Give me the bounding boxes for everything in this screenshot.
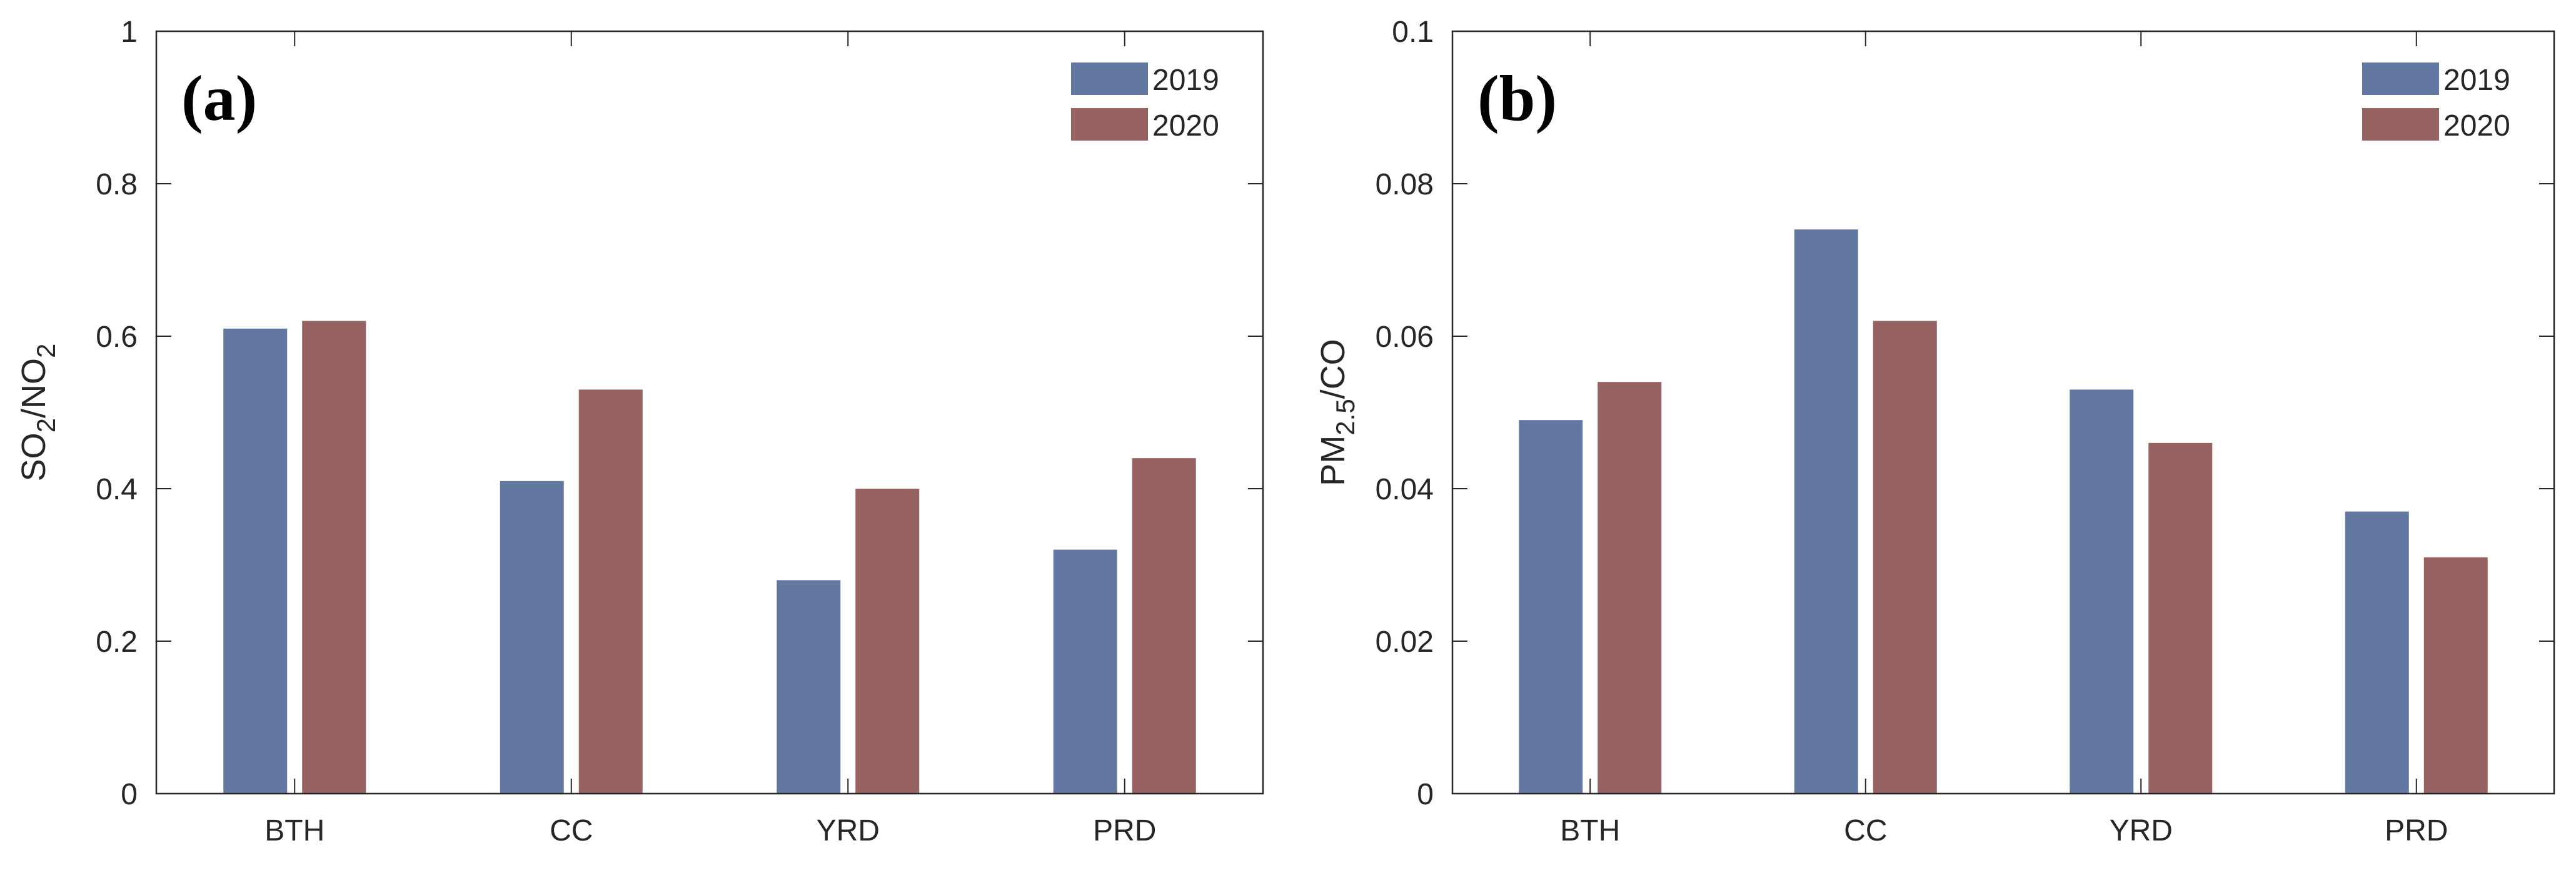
y-axis-label-main: SO	[15, 432, 53, 481]
legend-label-2019: 2019	[1152, 64, 1219, 97]
x-tick-label: YRD	[2110, 814, 2173, 847]
y-tick-label: 0.2	[96, 626, 138, 659]
bar-yrd-2019	[777, 580, 841, 794]
y-axis-label-subscript: 2	[31, 418, 61, 432]
bar-cc-2020	[578, 389, 643, 794]
bar-prd-2020	[2423, 557, 2488, 794]
y-tick-label: 0.8	[96, 168, 138, 201]
legend-swatch-2020	[2362, 108, 2439, 141]
axes-frame	[1451, 30, 2555, 795]
y-tick-label: 0	[121, 778, 138, 811]
axes-frame	[155, 30, 1264, 795]
y-tick-label: 0.04	[1376, 473, 1434, 506]
panel-label: (a)	[181, 62, 257, 134]
bar-cc-2020	[1873, 321, 1937, 794]
legend-label-2020: 2020	[1152, 109, 1219, 142]
y-tick-label: 0.4	[96, 473, 138, 506]
y-axis-label-mid: /CO	[1314, 339, 1352, 399]
legend-label-2019: 2019	[2443, 64, 2510, 97]
bar-cc-2019	[1794, 229, 1858, 794]
y-tick-label: 1	[121, 16, 138, 49]
bar-bth-2020	[302, 321, 366, 794]
y-axis-label: PM2.5/CO	[1314, 339, 1360, 486]
x-tick-label: CC	[550, 814, 593, 847]
panel-label: (b)	[1477, 62, 1557, 134]
y-tick-label: 0.6	[96, 321, 138, 354]
bar-prd-2019	[2345, 511, 2409, 794]
y-axis-label-mid: /NO	[15, 358, 53, 418]
legend-swatch-2019	[1071, 62, 1148, 95]
y-axis-label-subscript: 2	[31, 344, 61, 358]
bar-bth-2019	[1519, 420, 1583, 794]
y-axis-label-main: PM	[1314, 436, 1352, 486]
bar-prd-2020	[1132, 458, 1196, 794]
x-tick-label: BTH	[264, 814, 325, 847]
bar-prd-2019	[1053, 549, 1117, 794]
y-tick-label: 0.06	[1376, 321, 1434, 354]
y-tick-label: 0	[1417, 778, 1434, 811]
x-tick-label: BTH	[1560, 814, 1620, 847]
y-tick-label: 0.02	[1376, 626, 1434, 659]
x-tick-label: YRD	[817, 814, 880, 847]
chart-panel-b: BTH CC YRD PRD 0 0.02 0.04 0.06 0.08 0.1 PM2.5/CO (…	[1314, 16, 2555, 847]
legend-swatch-2019	[2362, 62, 2439, 95]
y-axis-label-subscript: 2.5	[1331, 399, 1360, 435]
legend-swatch-2020	[1071, 108, 1148, 141]
bar-yrd-2020	[2148, 442, 2213, 794]
legend-label-2020: 2020	[2443, 109, 2510, 142]
x-tick-label: PRD	[2385, 814, 2448, 847]
bar-bth-2019	[223, 328, 288, 794]
y-tick-label: 0.1	[1392, 16, 1434, 49]
x-tick-label: PRD	[1093, 814, 1156, 847]
x-tick-label: CC	[1844, 814, 1887, 847]
y-axis-label: SO2/NO2	[15, 344, 61, 482]
bar-cc-2019	[500, 481, 564, 794]
bar-bth-2020	[1597, 382, 1662, 794]
bar-yrd-2019	[2070, 389, 2134, 794]
bar-yrd-2020	[855, 489, 920, 794]
y-tick-label: 0.08	[1376, 168, 1434, 201]
